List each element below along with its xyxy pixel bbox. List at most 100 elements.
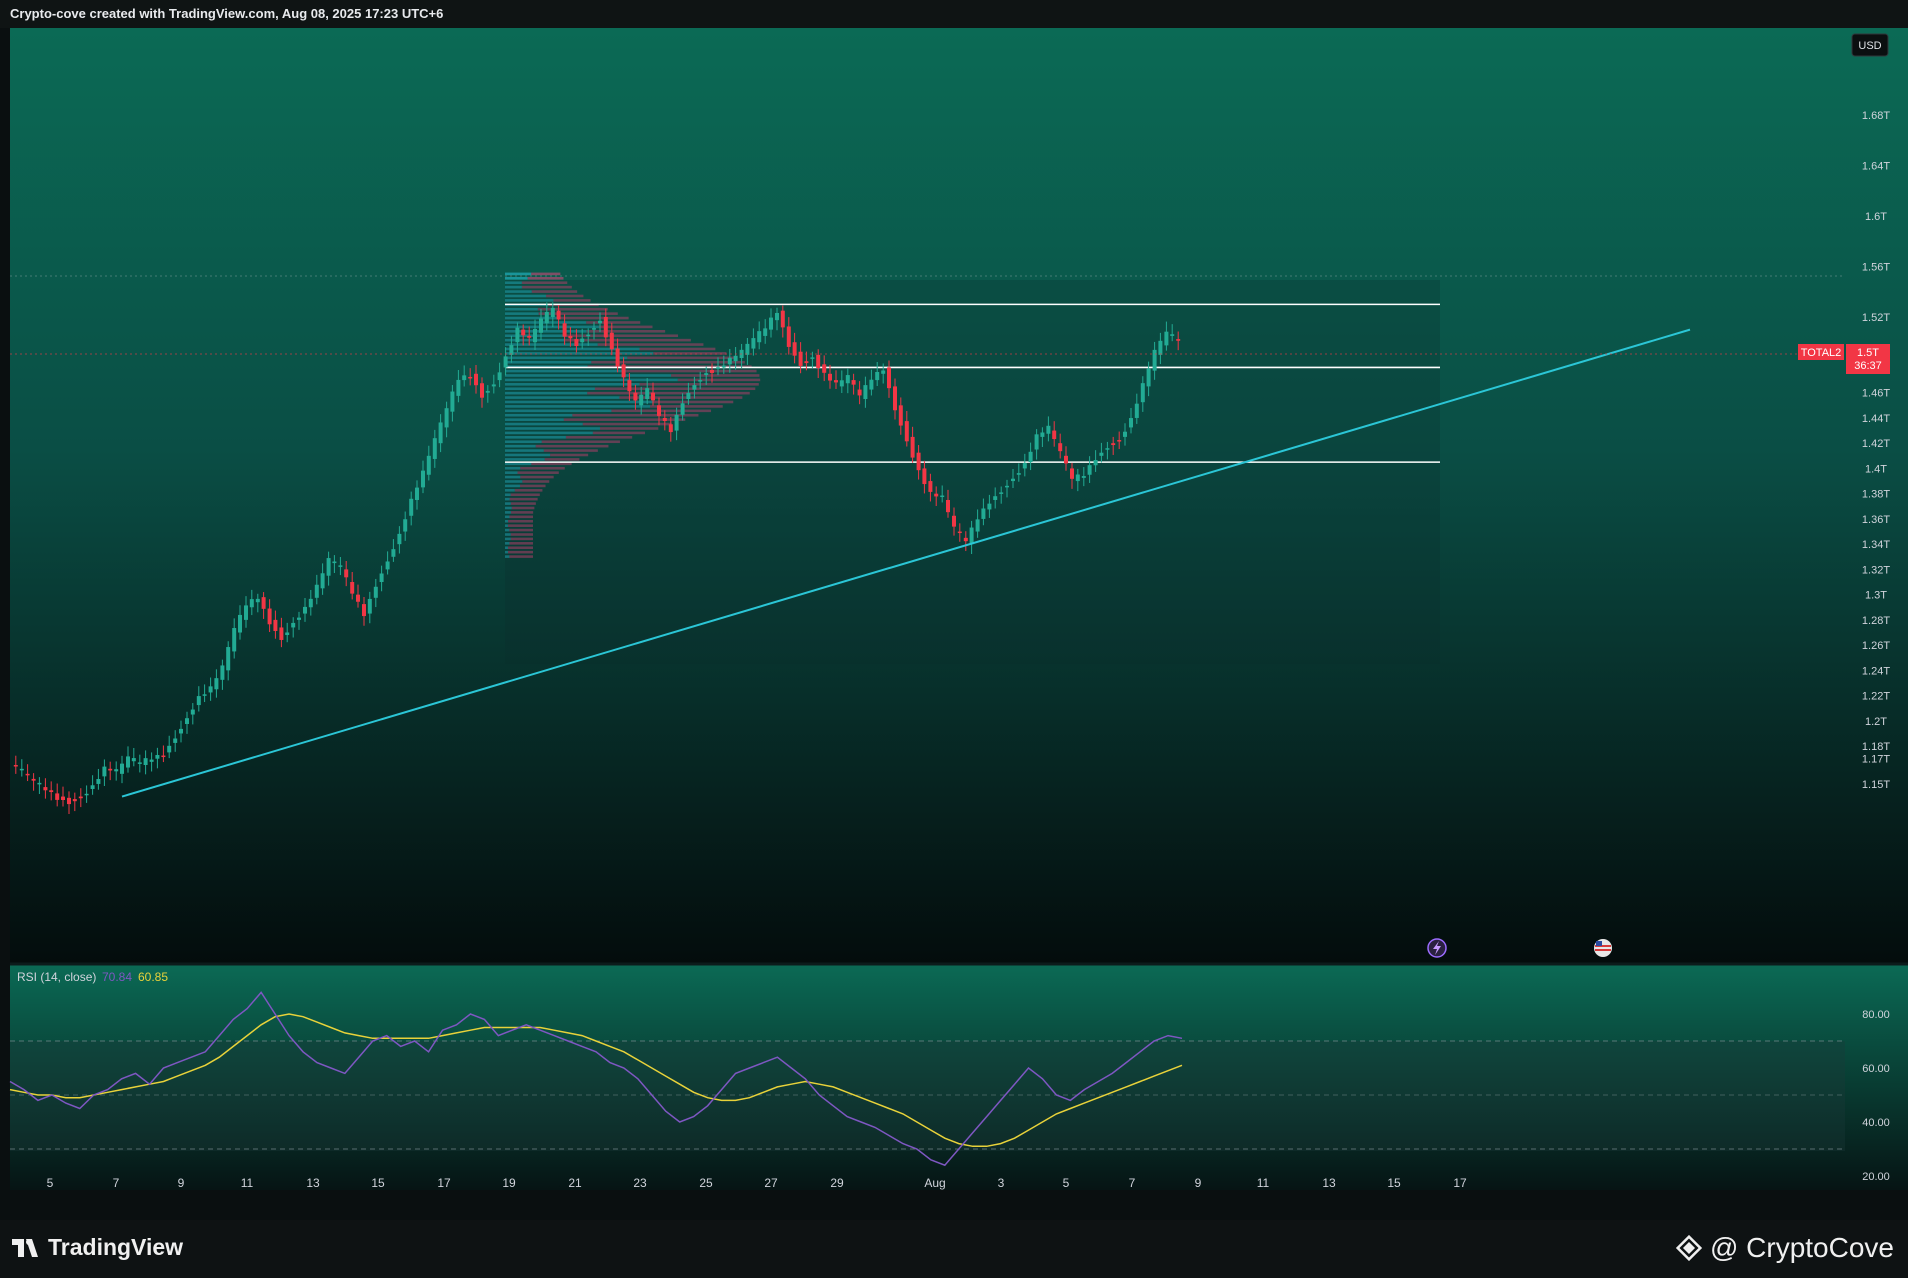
candle-body: [692, 385, 697, 390]
profile-bar-up: [505, 312, 539, 315]
profile-bar-down: [582, 422, 672, 426]
profile-bar-up: [505, 272, 532, 276]
profile-bar-up: [505, 511, 511, 514]
profile-bar-down: [510, 493, 540, 497]
price-tag: TOTAL2 1.5T 36:37: [1798, 344, 1890, 374]
profile-bar-up: [505, 533, 511, 536]
profile-bar-down: [565, 334, 679, 338]
candle-body: [37, 782, 42, 785]
time-tick-label: 17: [1453, 1176, 1467, 1190]
profile-bar-up: [505, 542, 510, 545]
candle-body: [598, 320, 602, 324]
candle-body: [397, 533, 402, 545]
profile-bar-up: [505, 294, 546, 298]
candle-body: [857, 389, 862, 396]
currency-button[interactable]: USD: [1851, 33, 1889, 57]
price-chart[interactable]: 1.68T1.64T1.6T1.56T1.52T1.48T1.46T1.44T1…: [0, 28, 1908, 1220]
profile-bar-up: [505, 281, 522, 285]
candle-body: [1022, 463, 1027, 469]
price-tick-label: 1.2T: [1865, 716, 1887, 728]
trendline[interactable]: [121, 328, 1691, 798]
profile-bar-up: [505, 374, 672, 377]
profile-bar-down: [565, 436, 633, 439]
candle-body: [710, 370, 714, 373]
profile-bar-up: [505, 285, 522, 289]
candle-body: [332, 561, 337, 564]
rsi-pane-background: [10, 964, 1908, 1190]
chart-header: Crypto-cove created with TradingView.com…: [0, 0, 1908, 28]
us-flag-icon[interactable]: [1594, 939, 1612, 957]
profile-bar-down: [591, 360, 745, 364]
profile-bar-down: [553, 299, 591, 302]
profile-bar-down: [509, 555, 533, 558]
candle-body: [468, 376, 473, 379]
candle-body: [108, 768, 113, 771]
lightning-icon[interactable]: [1427, 938, 1447, 958]
countdown-label: 36:37: [1854, 360, 1882, 372]
profile-bar-down: [520, 466, 565, 470]
profile-bar-down: [598, 325, 653, 329]
candle-body: [314, 584, 319, 598]
time-axis[interactable]: 5 7 9 11 13 15 17 19 21 23 25 27 29 Aug 3 5 7 9 11 13 15 17: [47, 1176, 1467, 1190]
profile-bar-up: [505, 475, 521, 479]
candle-body: [550, 307, 555, 317]
candle-body: [957, 531, 962, 534]
candle-body: [403, 519, 408, 532]
profile-bar-down: [563, 418, 686, 421]
profile-bar-down: [508, 546, 533, 550]
candle-body: [102, 766, 107, 777]
price-tick-label: 1.34T: [1862, 539, 1890, 551]
profile-bar-down: [558, 316, 629, 320]
profile-bar-up: [505, 383, 640, 386]
profile-bar-down: [517, 471, 559, 474]
candle-body: [969, 527, 974, 545]
candle-body: [686, 392, 691, 400]
profile-bar-up: [505, 316, 559, 320]
candle-body: [780, 310, 785, 328]
candle-body: [845, 375, 850, 384]
candle-body: [96, 779, 101, 784]
profile-bar-down: [507, 524, 533, 527]
horizontal-levels[interactable]: [505, 303, 1440, 463]
price-tick-label: 1.17T: [1862, 754, 1890, 766]
price-axis[interactable]: 1.68T1.64T1.6T1.56T1.52T1.48T1.46T1.44T1…: [1862, 110, 1890, 791]
price-tick-label: 1.56T: [1862, 262, 1890, 274]
candle-body: [120, 763, 124, 774]
profile-bar-down: [510, 533, 533, 536]
candle-body: [1046, 425, 1051, 434]
candle-body: [409, 498, 414, 516]
candle-body: [220, 665, 225, 680]
candle-body: [952, 515, 956, 527]
candle-body: [1052, 430, 1057, 440]
profile-bar-up: [505, 360, 592, 364]
candle-body: [344, 569, 349, 578]
candle-body: [1011, 478, 1015, 482]
tradingview-logo[interactable]: TradingView: [12, 1234, 183, 1261]
rsi-tick-label: 40.00: [1862, 1117, 1890, 1129]
profile-bar-down: [565, 338, 691, 342]
profile-bar-up: [505, 546, 509, 550]
price-tick-label: 1.15T: [1862, 779, 1890, 791]
candle-body: [1034, 434, 1039, 450]
candle-body: [438, 422, 443, 444]
profile-bar-down: [531, 290, 578, 293]
profile-bar-down: [509, 528, 533, 532]
candle-body: [155, 755, 160, 759]
profile-bar-down: [611, 409, 712, 413]
candle-body: [633, 392, 638, 401]
profile-bar-up: [505, 497, 510, 501]
candle-body: [1075, 474, 1080, 482]
candle-body: [898, 405, 903, 426]
binance-diamond-icon: [1675, 1235, 1702, 1261]
candle-body: [946, 499, 950, 513]
candle-body: [367, 598, 372, 614]
profile-bar-up: [505, 515, 510, 519]
profile-bar-up: [505, 277, 528, 280]
candle-body: [1028, 451, 1033, 463]
profile-bar-up: [505, 431, 593, 435]
profile-bar-down: [671, 374, 760, 377]
candle-body: [279, 627, 284, 640]
candle-body: [1087, 465, 1092, 475]
candle-body: [769, 317, 773, 330]
rsi-axis: 80.00 60.00 40.00 20.00: [1862, 1009, 1890, 1183]
